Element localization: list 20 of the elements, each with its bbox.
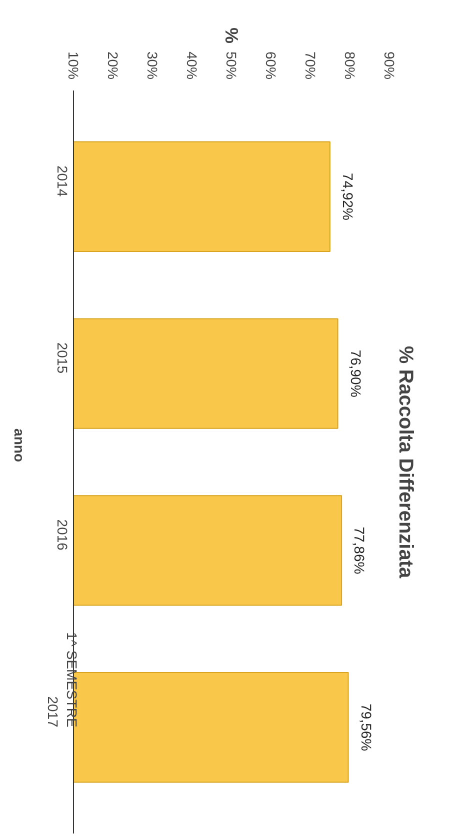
x-tick-label: 50% xyxy=(224,51,240,80)
y-tick-label: 1^ SEMESTRE 2017 xyxy=(44,632,80,728)
x-tick-label: 90% xyxy=(382,51,398,80)
x-tick-label: 10% xyxy=(66,51,82,80)
x2-axis-title: % xyxy=(222,27,242,44)
x-tick-label: 40% xyxy=(184,51,200,80)
data-label: 74,92% xyxy=(340,172,356,220)
data-label: 79,56% xyxy=(358,704,374,752)
data-label: 76,90% xyxy=(348,350,364,398)
x-tick-label: 30% xyxy=(144,51,160,80)
y-axis-title: anno xyxy=(11,428,28,462)
x-tick-label: 70% xyxy=(302,51,318,80)
data-label: 77,86% xyxy=(352,526,368,574)
x-tick-label: 60% xyxy=(263,51,279,80)
x-tick-label: 80% xyxy=(342,51,358,80)
x-tick-label: 20% xyxy=(105,51,121,80)
y-tick-label: 2014 xyxy=(54,166,70,197)
y-tick-label: 2016 xyxy=(54,519,70,551)
y-tick-label: 2015 xyxy=(54,342,70,374)
text: % Raccolta Differenziata xyxy=(394,346,416,580)
